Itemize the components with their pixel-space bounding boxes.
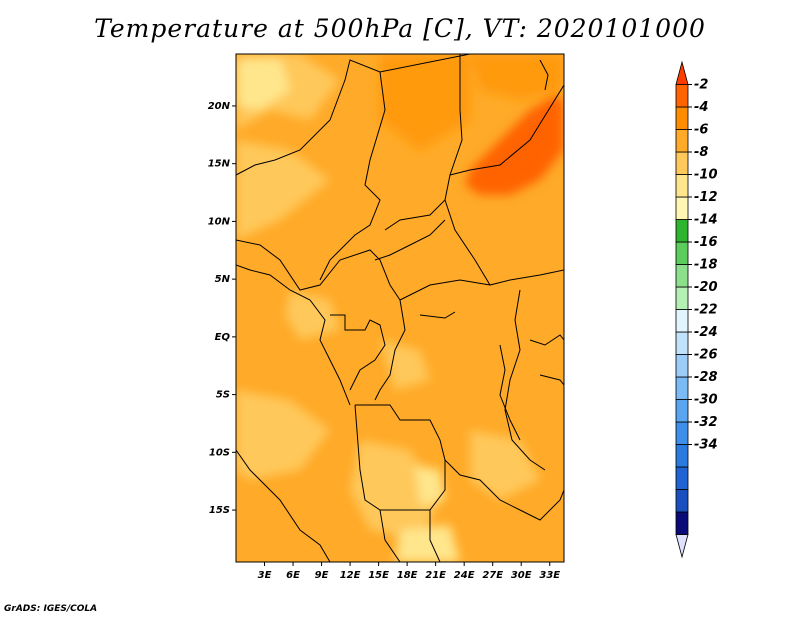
temperature-field [236, 54, 564, 562]
colorbar-swatch [675, 309, 689, 333]
colorbar-label: -24 [694, 325, 718, 340]
colorbar-swatch [675, 196, 689, 220]
field-patch-light [236, 390, 330, 480]
colorbar-label: -18 [694, 258, 718, 273]
lat-tick-label: 5N [215, 274, 231, 285]
colorbar-label: -30 [694, 393, 718, 408]
colorbar: -2 -4 -6 -8 -10 -12 -14 -16 -18 -20 -22 -24 -26 -28 -3… [675, 60, 718, 559]
lat-tick-label: 15S [209, 505, 230, 516]
colorbar-label: -16 [694, 235, 718, 250]
lat-tick-label: 10N [208, 216, 231, 227]
colorbar-label: -22 [694, 303, 718, 318]
colorbar-swatch [675, 174, 689, 198]
colorbar-swatch [675, 106, 689, 130]
chart-title: Temperature at 500hPa [C], VT: 202010100… [94, 14, 706, 43]
lon-tick-label: 27E [482, 570, 503, 581]
colorbar-swatch [675, 354, 689, 378]
colorbar-label: -4 [694, 100, 708, 115]
lon-tick-label: 21E [425, 570, 446, 581]
colorbar-swatch [675, 60, 689, 85]
lat-axis: 20N 15N 10N 5N EQ 5S 10S 15S [208, 101, 236, 516]
lat-tick-label: 5S [216, 390, 230, 401]
field-patch-warm [465, 95, 564, 195]
field-patch-light [236, 140, 330, 240]
field-patch-pale [236, 58, 290, 110]
colorbar-label: -12 [694, 190, 718, 205]
lon-tick-label: 12E [340, 570, 361, 581]
lon-tick-label: 30E [511, 570, 532, 581]
colorbar-swatch [675, 399, 689, 423]
colorbar-swatch [675, 84, 689, 108]
field-patch-dark [470, 54, 564, 100]
colorbar-swatch [675, 331, 689, 355]
colorbar-label: -6 [694, 123, 708, 138]
colorbar-swatch [675, 264, 689, 288]
field-patch-light [350, 440, 440, 540]
colorbar-label: -14 [694, 213, 718, 228]
lon-tick-label: 24E [454, 570, 475, 581]
colorbar-label: -10 [694, 168, 718, 183]
colorbar-swatch [675, 511, 689, 535]
field-patch-dark [380, 54, 470, 150]
lon-tick-label: 33E [539, 570, 560, 581]
colorbar-label: -26 [694, 348, 718, 363]
colorbar-swatch [675, 129, 689, 153]
colorbar-swatch [675, 466, 689, 490]
field-patch-light [470, 430, 540, 500]
field-patch-light [285, 290, 340, 340]
lon-tick-label: 6E [286, 570, 300, 581]
lon-tick-label: 18E [397, 570, 418, 581]
field-patch-pale [395, 525, 460, 562]
colorbar-label: -2 [694, 78, 708, 93]
grads-credit: GrADS: IGES/COLA [4, 604, 98, 614]
colorbar-label: -20 [694, 280, 718, 295]
colorbar-swatch [675, 241, 689, 265]
lat-tick-label: 20N [208, 101, 231, 112]
lon-tick-label: 9E [315, 570, 329, 581]
colorbar-swatch [675, 421, 689, 445]
lat-tick-label: 15N [208, 159, 231, 170]
colorbar-swatch [675, 151, 689, 175]
colorbar-swatch [675, 444, 689, 468]
lat-tick-label: EQ [215, 332, 231, 343]
colorbar-swatch [675, 534, 689, 559]
field-patch-light [380, 340, 430, 390]
colorbar-swatch [675, 376, 689, 400]
lon-tick-label: 15E [368, 570, 389, 581]
colorbar-swatch [675, 489, 689, 513]
colorbar-label: -8 [694, 145, 708, 160]
lon-tick-label: 3E [258, 570, 272, 581]
colorbar-label: -34 [694, 438, 718, 453]
colorbar-label: -32 [694, 415, 718, 430]
lat-tick-label: 10S [209, 447, 230, 458]
field-patch-pale [415, 465, 445, 505]
map-frame [235, 53, 565, 563]
colorbar-swatch [675, 219, 689, 243]
colorbar-swatch [675, 286, 689, 310]
lon-axis: 3E 6E 9E 12E 15E 18E 21E 24E 27E 30E 33E [258, 562, 560, 581]
country-borders [236, 54, 564, 562]
colorbar-label: -28 [694, 370, 718, 385]
